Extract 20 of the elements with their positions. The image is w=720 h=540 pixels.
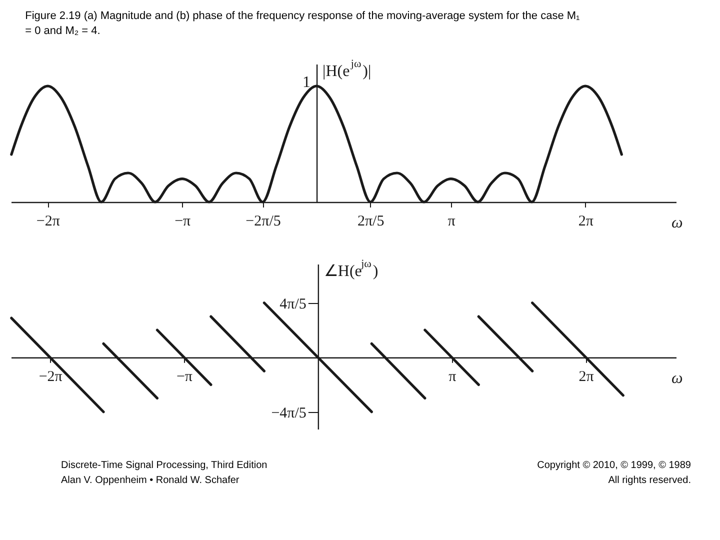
- x-axis-title: ω: [672, 370, 683, 387]
- x-tick-label: π: [448, 214, 456, 230]
- x-tick-label: −π: [176, 368, 193, 385]
- x-tick-label: π: [448, 368, 457, 385]
- x-tick-label: −π: [174, 214, 192, 230]
- x-tick-label: 2π: [578, 368, 594, 385]
- text: All rights reserved.: [608, 475, 691, 486]
- x-tick-label: 2π/5: [357, 214, 384, 230]
- x-axis-title: ω: [672, 214, 683, 232]
- x-tick-label: 2π: [578, 214, 594, 230]
- annotation: 1: [302, 74, 311, 92]
- y-tick-label: 4π/5: [280, 296, 306, 312]
- x-tick-label: −2π: [38, 368, 63, 385]
- text: Alan V. Oppenheim • Ronald W. Schafer: [61, 475, 240, 486]
- x-tick-label: −2π: [36, 214, 60, 230]
- chart-title: Figure 2.19 (a) Magnitude and (b) phase of the frequency response of the moving-average system for the case M₁ = 0 and M₂ = 4.: [25, 10, 580, 37]
- y-tick-label: −4π/5: [271, 405, 306, 422]
- text: Copyright © 2010, © 1999, © 1989: [537, 460, 692, 471]
- text: Discrete-Time Signal Processing, Third Edition: [61, 460, 268, 471]
- x-tick-label: −2π/5: [246, 214, 281, 230]
